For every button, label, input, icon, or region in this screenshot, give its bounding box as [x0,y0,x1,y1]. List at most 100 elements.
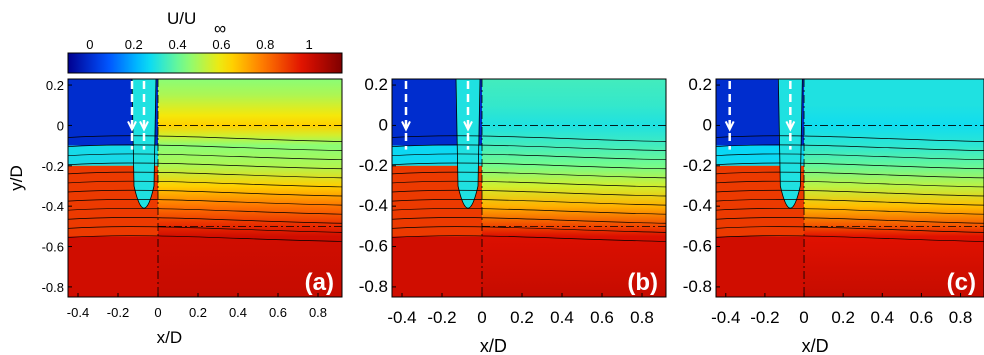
y-tick-label: -0.8 [42,280,64,295]
y-tick-label: 0.2 [46,78,64,93]
contour-line [68,208,342,215]
x-tick-label: 0.8 [309,305,327,320]
plot-frame [391,78,667,298]
x-tick-label: 0.8 [630,308,654,327]
arrow-down-icon [785,120,796,132]
panel-label: (a) [305,269,334,296]
contour-line [68,144,342,151]
contour-line [716,144,984,151]
contour-line [392,189,666,197]
x-axis-label: x/D [480,336,507,355]
colorbar-tick-label: 0.4 [169,37,187,52]
y-tick-label: -0.8 [683,277,712,296]
contour-line [716,226,984,233]
arrow-down-icon [463,120,473,132]
x-tick-label: 0 [154,305,161,320]
contour-line [68,235,342,242]
y-tick-label: -0.4 [683,196,712,215]
x-axis-label: x/D [157,328,183,347]
arrow-down-icon [127,120,137,132]
y-tick-label: -0.8 [359,277,388,296]
freestream-region-lower [716,236,805,297]
contour-line [716,135,984,142]
contour-line [716,198,984,206]
colorbar-tick-label: 0.6 [212,37,230,52]
wake-dip [131,79,157,209]
contour-line [392,153,666,161]
colorbar-tick-label: 1 [306,37,313,52]
x-tick-label: -0.2 [750,308,779,327]
contour-line [68,162,342,170]
y-axis-label: y/D [7,165,26,191]
contour-line [716,189,984,197]
x-tick-label: 0.2 [189,305,207,320]
y-tick-label: -0.2 [359,156,388,175]
colorbar-label-subscript: ∞ [214,19,226,38]
y-tick-label: -0.6 [42,240,64,255]
x-tick-label: 0.6 [590,308,614,327]
x-tick-label: 0 [477,308,486,327]
arrow-down-icon [724,120,735,132]
y-tick-label: -0.6 [683,237,712,256]
contour-line [716,235,984,242]
panel-c: -0.4 -0.2 0 0.2 0.4 0.6 0.8 0.2 0 -0.2 -0.4 -0.6 -0.… [683,75,984,355]
contour-line [392,162,666,170]
x-tick-label: 0.2 [510,308,534,327]
contour-line [392,144,666,151]
contour-line [716,153,984,161]
wake-dip [455,79,481,209]
contour-line [392,180,666,188]
plot-frame [715,78,984,298]
freestream-region-lower [68,236,158,297]
contour-field [68,79,342,297]
panel-label: (c) [947,269,976,296]
contour-line [68,189,342,197]
arrow-down-icon [139,120,149,132]
contour-line [68,180,342,188]
colorbar-ticks: 0 0.2 0.4 0.6 0.8 1 [86,37,312,52]
contour-line [392,226,666,233]
contour-line [392,135,666,142]
colorbar-gradient [67,52,343,74]
contour-line [716,180,984,188]
x-tick-label: 0.2 [831,308,855,327]
contour-field [716,79,984,297]
y-tick-label: 0 [379,115,388,134]
x-tick-label: 0.6 [910,308,934,327]
y-tick-label: 0 [703,115,712,134]
y-tick-label: 0.2 [688,75,712,94]
x-tick-label: 0.8 [949,308,973,327]
contour-line [392,208,666,215]
x-tick-label: -0.2 [107,305,129,320]
y-tick-label: -0.2 [683,156,712,175]
contour-line [68,217,342,224]
plot-frame [67,78,343,298]
contour-line [68,153,342,161]
y-tick-label: -0.4 [359,196,388,215]
y-tick-label: -0.6 [359,237,388,256]
x-tick-label: 0.4 [229,305,247,320]
contour-line [68,171,342,179]
colorbar: U/U ∞ 0 0.2 0.4 0.6 0.8 1 [67,9,343,74]
contour-line [716,217,984,224]
x-tick-label: 0.4 [550,308,574,327]
colorbar-tick-label: 0.8 [256,37,274,52]
x-tick-label: -0.2 [427,308,456,327]
contour-line [392,235,666,242]
x-tick-label: -0.4 [67,305,89,320]
wake-dip [777,79,803,209]
x-tick-label: 0.6 [269,305,287,320]
contour-line [392,217,666,224]
y-tick-label: 0 [57,118,64,133]
x-tick-label: -0.4 [387,308,416,327]
freestream-region-lower [392,236,482,297]
panel-b: -0.4 -0.2 0 0.2 0.4 0.6 0.8 0.2 0 -0.2 -0.4 -0.6 -0.… [359,75,667,355]
arrow-down-icon [401,120,411,132]
contour-field [392,79,666,297]
contour-line [716,162,984,170]
x-tick-label: -0.4 [711,308,740,327]
contour-line [68,198,342,206]
x-tick-label: 0 [799,308,808,327]
x-axis-label: x/D [802,336,829,355]
